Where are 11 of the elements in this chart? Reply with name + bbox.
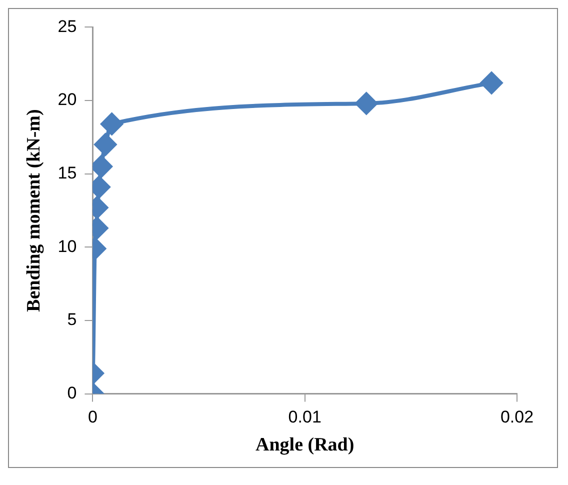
y-tick-label: 25: [58, 16, 77, 36]
y-tick-label: 20: [58, 90, 77, 110]
y-tick-label: 5: [67, 310, 77, 330]
x-axis-title: Angle (Rad): [256, 434, 354, 456]
x-tick-label: 0.02: [500, 408, 534, 427]
x-tick-label: 0: [88, 408, 98, 427]
y-axis-title: Bending moment (kN-m): [23, 109, 44, 312]
y-tick-label: 0: [67, 383, 77, 402]
y-tick-label: 10: [58, 236, 77, 256]
y-tick-label: 15: [58, 164, 77, 183]
x-tick-label: 0.01: [288, 408, 322, 427]
